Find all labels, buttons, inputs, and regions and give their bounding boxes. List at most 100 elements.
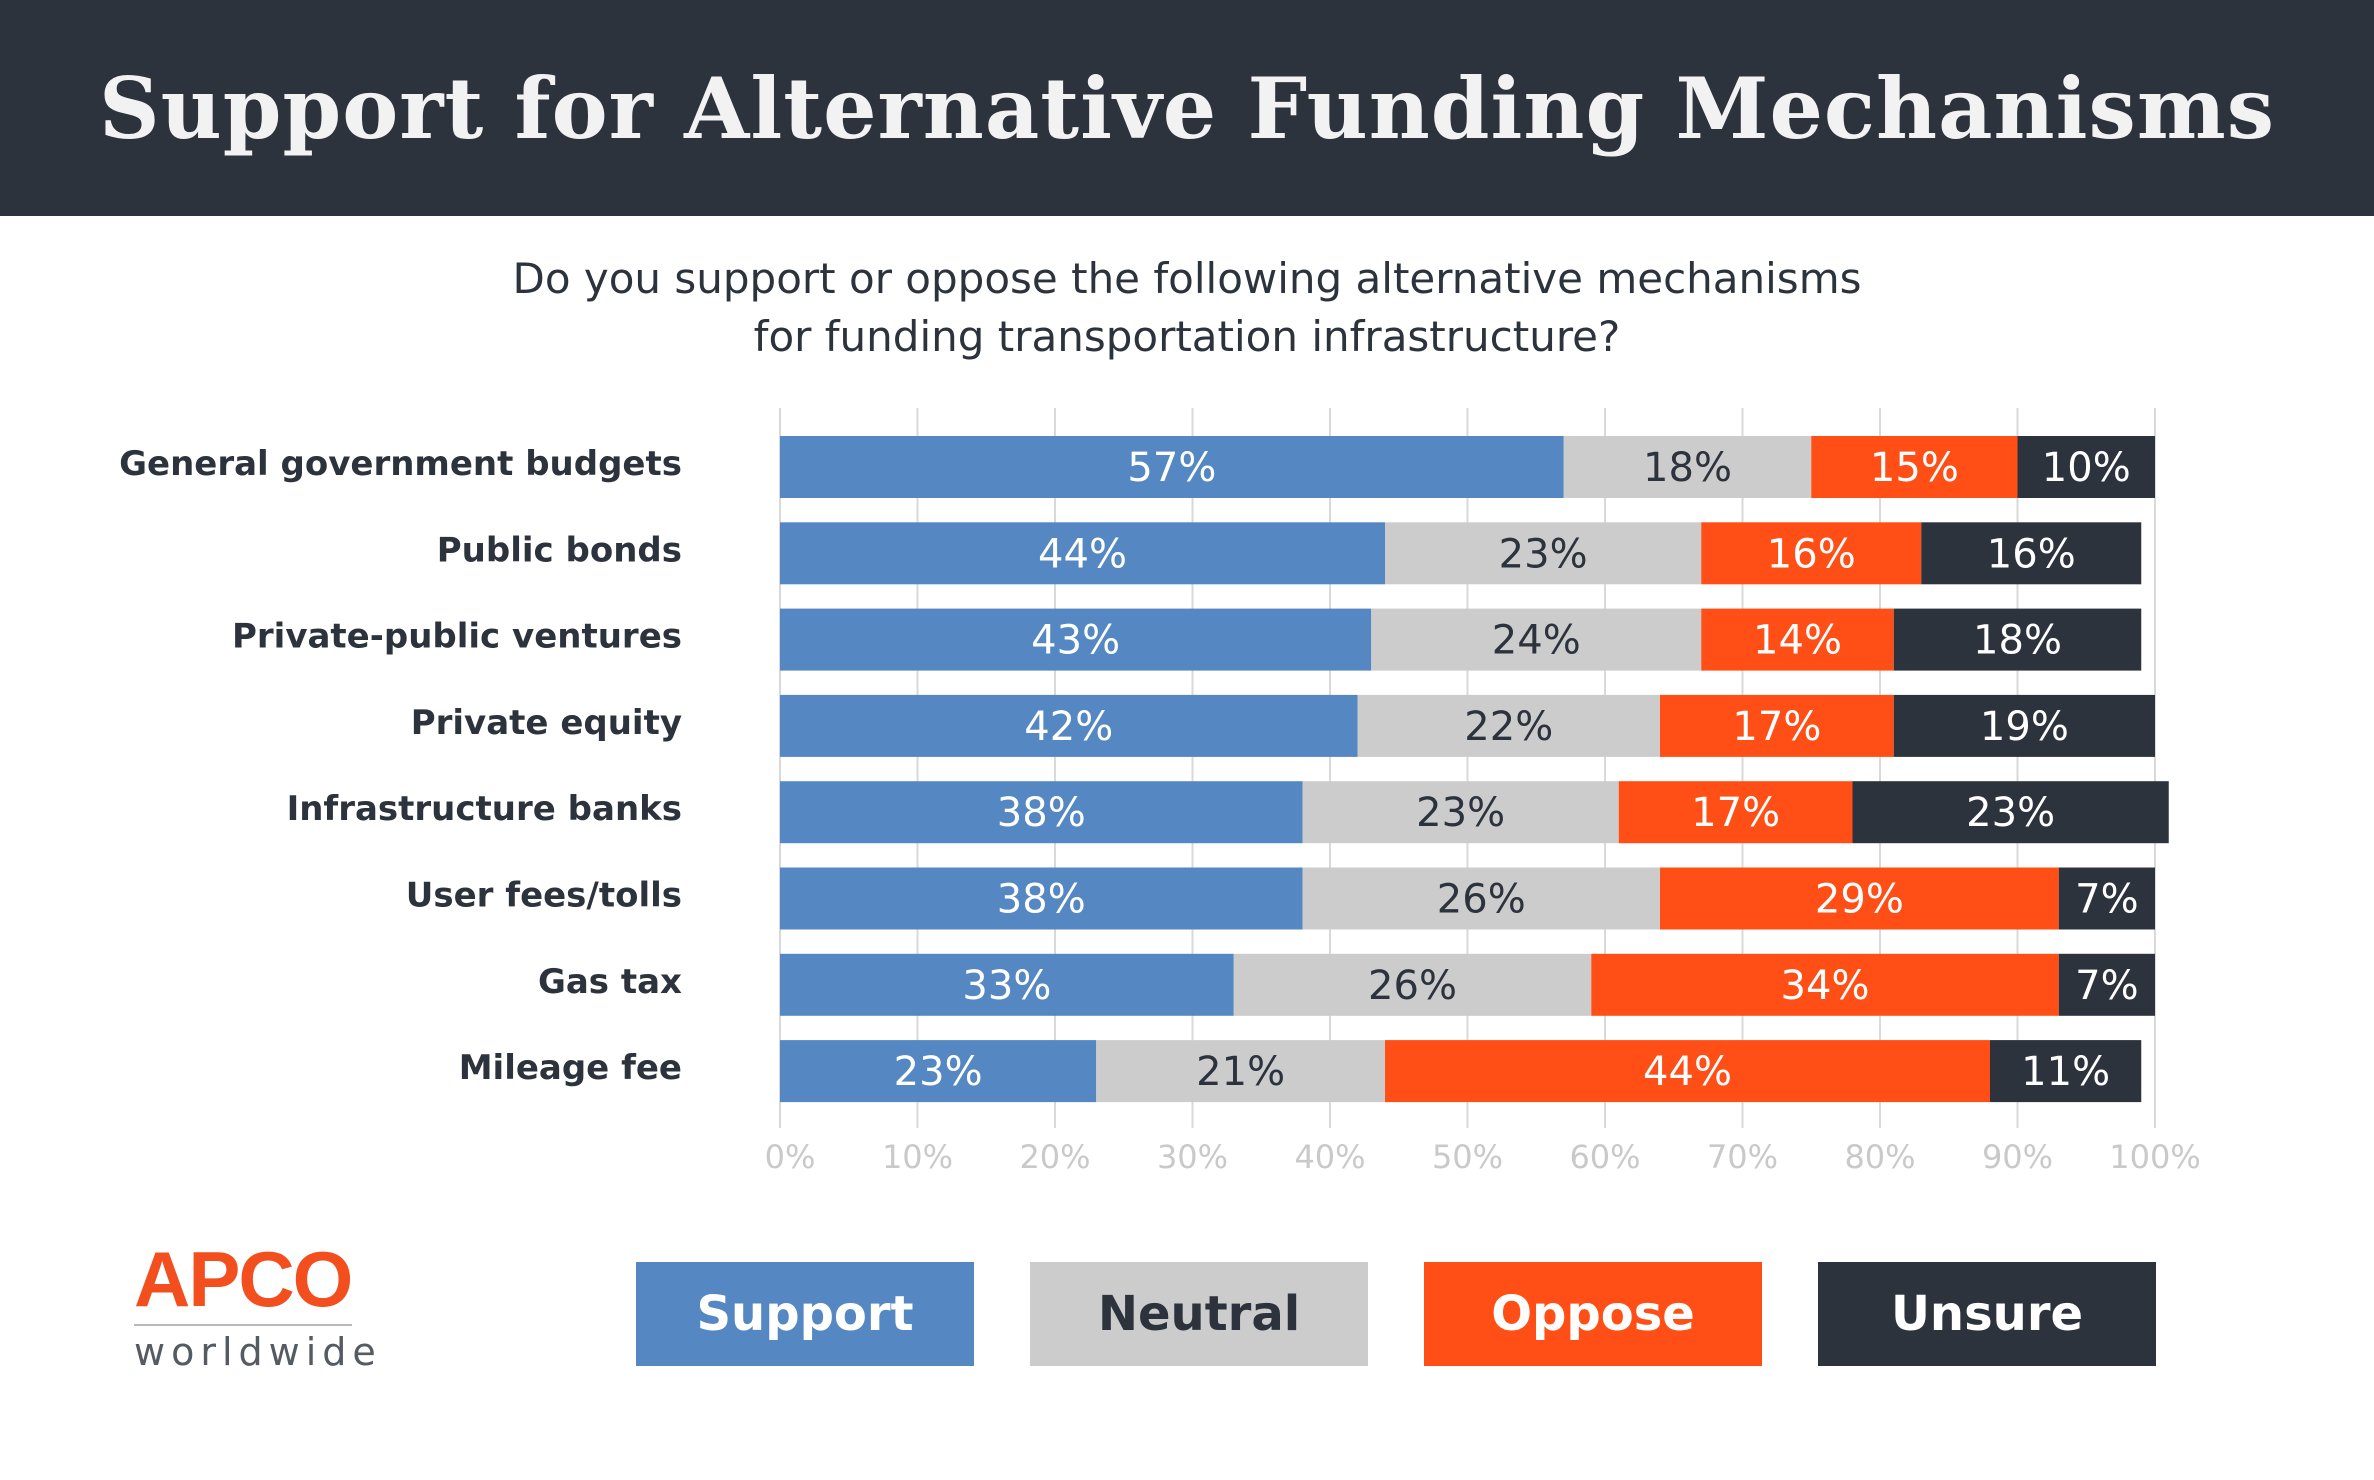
bar-segment-support xyxy=(780,522,1385,585)
x-tick-label: 60% xyxy=(1569,1138,1640,1176)
data-label: 10% xyxy=(2042,445,2131,491)
data-label: 43% xyxy=(1031,618,1120,664)
x-tick-label: 50% xyxy=(1432,1138,1503,1176)
bar-segment-neutral xyxy=(1233,953,1592,1016)
data-label: 21% xyxy=(1196,1049,1285,1095)
data-label: 24% xyxy=(1492,618,1581,664)
data-label: 29% xyxy=(1815,877,1904,923)
apco-logo: APCO worldwide xyxy=(134,1240,394,1374)
bar-segment-unsure xyxy=(1990,1040,2142,1103)
bar-segment-neutral xyxy=(1385,522,1702,585)
bar-segment-unsure xyxy=(2058,953,2155,1016)
data-label: 34% xyxy=(1781,963,1870,1009)
bar-segment-support xyxy=(780,953,1234,1016)
bar-segment-neutral xyxy=(1302,867,1660,930)
bar-segment-oppose xyxy=(1701,608,1894,671)
x-tick-label: 100% xyxy=(2109,1138,2200,1176)
category-label: Public bonds xyxy=(437,530,682,570)
bar-segment-neutral xyxy=(1096,1040,1385,1103)
chart-question: Do you support or oppose the following a… xyxy=(0,250,2374,366)
data-label: 23% xyxy=(1416,790,1505,836)
category-label: Gas tax xyxy=(538,962,682,1002)
x-tick-label: 20% xyxy=(1019,1138,1090,1176)
bar-segment-support xyxy=(780,694,1358,757)
legend-neutral: Neutral xyxy=(1030,1262,1368,1366)
legend-oppose-label: Oppose xyxy=(1491,1286,1695,1342)
data-label: 23% xyxy=(894,1049,983,1095)
logo-tagline: worldwide xyxy=(134,1330,382,1374)
bar-segment-support xyxy=(780,867,1303,930)
data-label: 11% xyxy=(2021,1049,2110,1095)
bar-segment-unsure xyxy=(1921,522,2142,585)
x-tick-label: 40% xyxy=(1294,1138,1365,1176)
data-label: 17% xyxy=(1691,790,1780,836)
data-label: 18% xyxy=(1643,445,1732,491)
legend-unsure-label: Unsure xyxy=(1890,1286,2084,1342)
bar-segment-neutral xyxy=(1302,781,1619,844)
data-label: 57% xyxy=(1127,445,1216,491)
data-label: 26% xyxy=(1368,963,1457,1009)
category-label: Private-public ventures xyxy=(232,617,682,657)
category-label: Infrastructure banks xyxy=(287,789,682,829)
bar-segment-support xyxy=(780,781,1303,844)
data-label: 23% xyxy=(1966,790,2055,836)
bar-segment-unsure xyxy=(2058,867,2155,930)
data-label: 22% xyxy=(1464,704,1553,750)
bar-segment-oppose xyxy=(1591,953,2059,1016)
category-label: Private equity xyxy=(411,703,682,743)
x-tick-label: 70% xyxy=(1707,1138,1778,1176)
bar-segment-oppose xyxy=(1811,436,2018,498)
data-label: 7% xyxy=(2075,963,2138,1009)
question-line-2: for funding transportation infrastructur… xyxy=(753,312,1621,361)
x-tick-label: 80% xyxy=(1844,1138,1915,1176)
data-label: 26% xyxy=(1437,877,1526,923)
bar-segment-support xyxy=(780,1040,1097,1103)
title-banner: Support for Alternative Funding Mechanis… xyxy=(0,0,2374,216)
data-label: 16% xyxy=(1767,531,1856,577)
bar-segment-neutral xyxy=(1563,436,1812,498)
legend-support: Support xyxy=(636,1262,974,1366)
x-tick-label: 10% xyxy=(882,1138,953,1176)
data-label: 38% xyxy=(997,790,1086,836)
category-label: User fees/tolls xyxy=(406,876,682,916)
bar-segment-oppose xyxy=(1701,522,1922,585)
stacked-bar-chart: 0% 10% 20% 30% 40% 50% 60% 70% 80% 90% 100% General… xyxy=(119,408,2201,1176)
bar-segment-oppose xyxy=(1660,867,2059,930)
data-label: 17% xyxy=(1732,704,1821,750)
data-label: 15% xyxy=(1870,445,1959,491)
logo-rule xyxy=(134,1324,352,1326)
bar-segment-unsure xyxy=(1893,694,2155,757)
data-label: 18% xyxy=(1973,618,2062,664)
bar-segment-unsure xyxy=(1852,781,2169,844)
data-label: 16% xyxy=(1987,531,2076,577)
page-title: Support for Alternative Funding Mechanis… xyxy=(98,58,2275,158)
bar-segment-unsure xyxy=(2017,436,2155,498)
category-label: Mileage fee xyxy=(459,1048,682,1088)
data-label: 23% xyxy=(1499,531,1588,577)
bar-segment-support xyxy=(780,436,1564,498)
data-label: 33% xyxy=(962,963,1051,1009)
bar-segment-oppose xyxy=(1385,1040,1990,1103)
bar-segment-support xyxy=(780,608,1372,671)
data-label: 38% xyxy=(997,877,1086,923)
data-label: 44% xyxy=(1038,531,1127,577)
legend-neutral-label: Neutral xyxy=(1097,1286,1301,1342)
bar-segment-neutral xyxy=(1371,608,1702,671)
data-label: 19% xyxy=(1980,704,2069,750)
bar-segment-oppose xyxy=(1660,694,1894,757)
data-label: 42% xyxy=(1024,704,1113,750)
legend-oppose: Oppose xyxy=(1424,1262,1762,1366)
bar-segment-neutral xyxy=(1357,694,1660,757)
x-tick-label: 30% xyxy=(1157,1138,1228,1176)
x-tick-label: 0% xyxy=(765,1138,816,1176)
legend-unsure: Unsure xyxy=(1818,1262,2156,1366)
logo-brand: APCO xyxy=(134,1235,353,1323)
x-tick-label: 90% xyxy=(1982,1138,2053,1176)
category-label: General government budgets xyxy=(119,444,682,484)
chart-legend: Support Neutral Oppose Unsure xyxy=(636,1262,2156,1366)
data-label: 14% xyxy=(1753,618,1842,664)
legend-support-label: Support xyxy=(696,1286,914,1342)
data-label: 7% xyxy=(2075,877,2138,923)
bar-segment-unsure xyxy=(1893,608,2142,671)
question-line-1: Do you support or oppose the following a… xyxy=(512,254,1862,303)
